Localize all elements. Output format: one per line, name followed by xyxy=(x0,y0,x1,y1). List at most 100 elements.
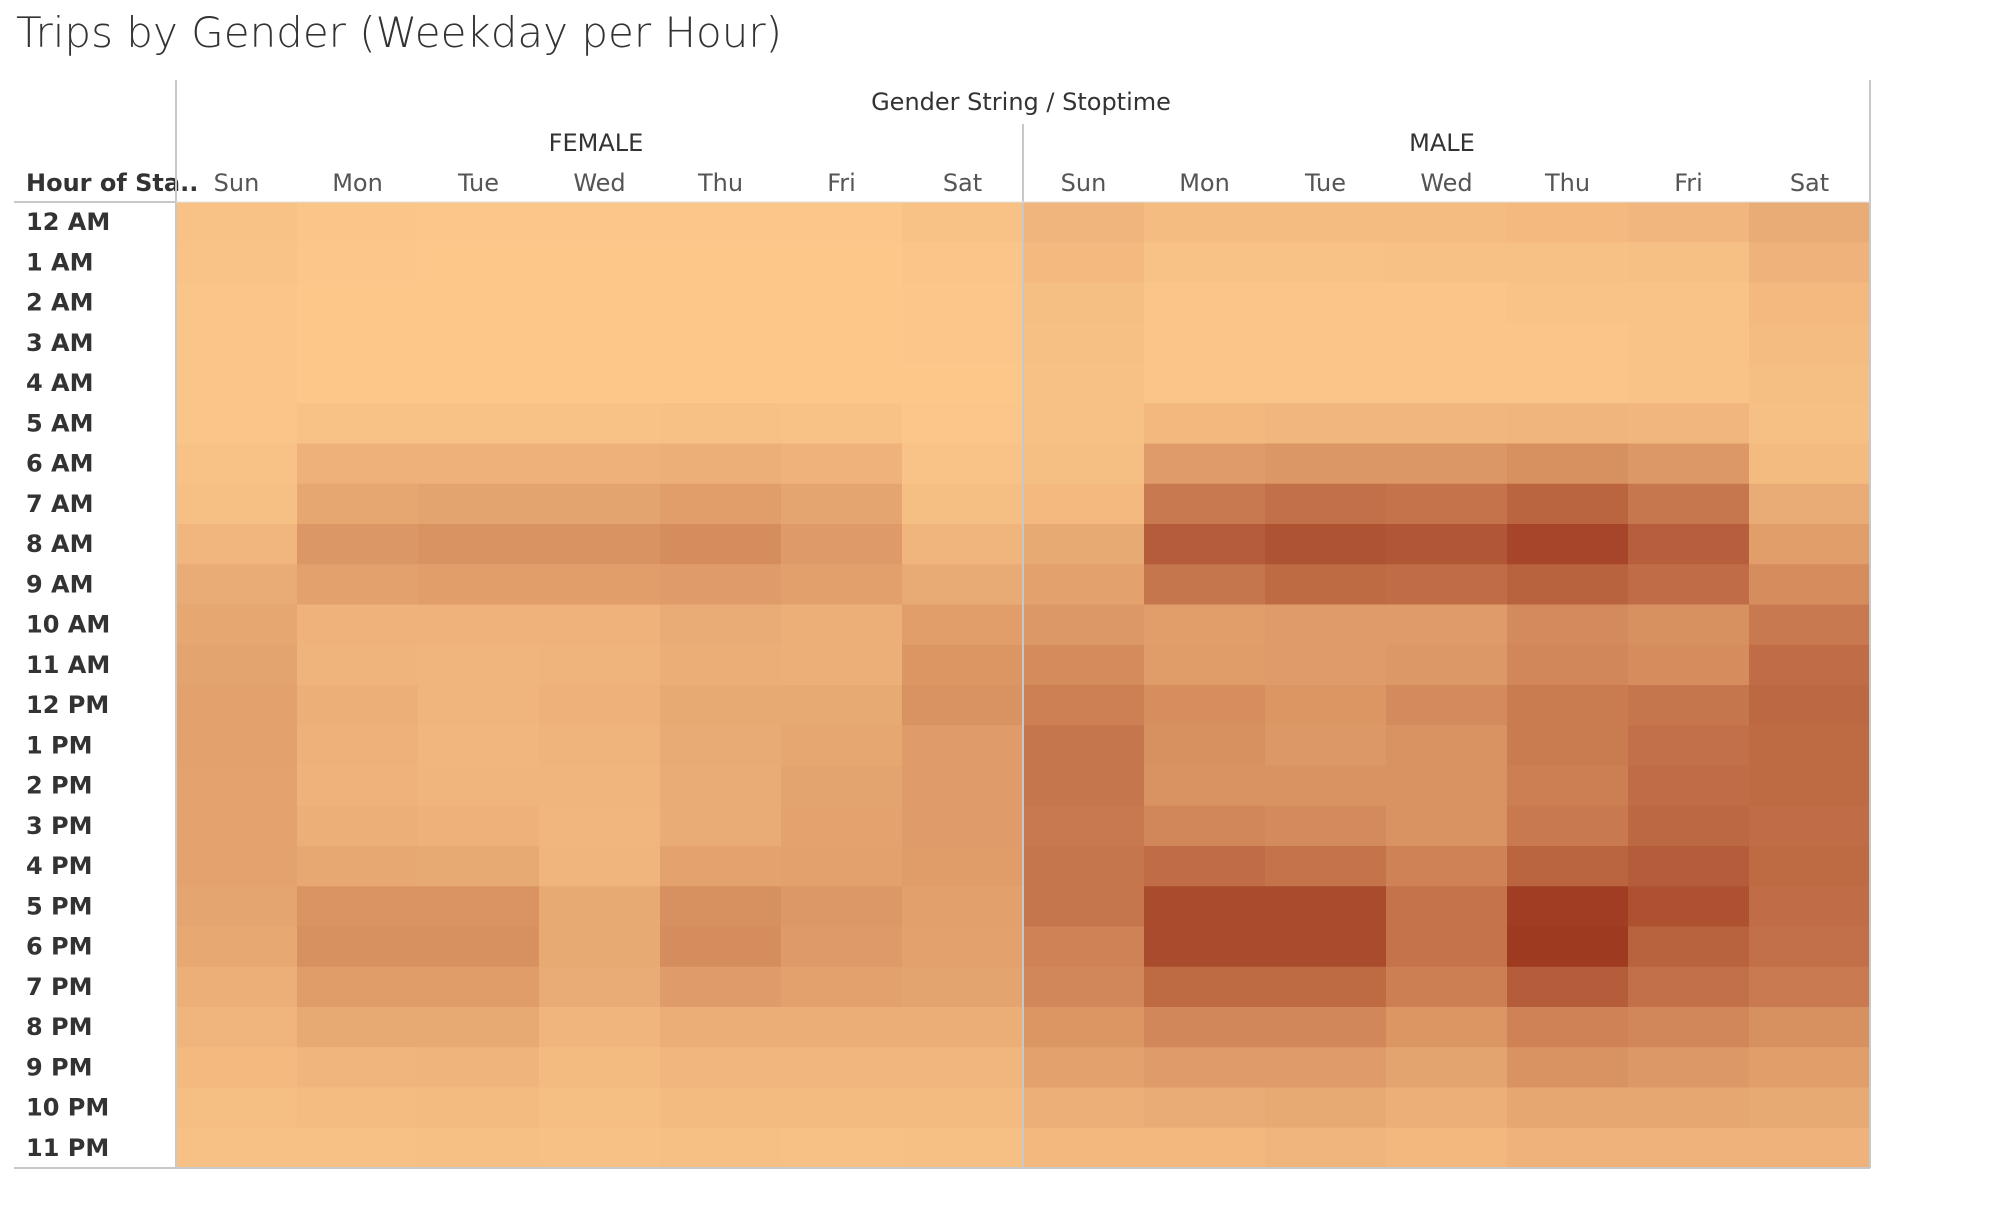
cell-female-sun-20 xyxy=(176,1007,298,1048)
cell-female-mon-4 xyxy=(297,363,419,404)
cell-female-fri-18 xyxy=(781,926,903,968)
cell-female-sat-9 xyxy=(902,564,1024,605)
cell-female-wed-17 xyxy=(539,886,661,927)
cell-male-fri-2 xyxy=(1628,282,1750,324)
hour-label: 11 PM xyxy=(26,1134,109,1162)
cell-male-fri-14 xyxy=(1628,765,1750,807)
cell-male-wed-13 xyxy=(1386,725,1508,766)
cell-female-fri-17 xyxy=(781,886,903,927)
cell-female-thu-17 xyxy=(660,886,782,927)
cell-female-thu-23 xyxy=(660,1127,782,1169)
cell-female-fri-10 xyxy=(781,604,903,646)
hour-label: 6 AM xyxy=(26,450,94,478)
cell-male-sat-5 xyxy=(1749,403,1871,444)
cell-female-wed-7 xyxy=(539,483,661,525)
cell-male-mon-23 xyxy=(1144,1127,1266,1169)
cell-female-sun-1 xyxy=(176,242,298,283)
cell-male-sun-15 xyxy=(1023,805,1145,847)
cell-female-sat-4 xyxy=(902,363,1024,404)
cell-female-fri-5 xyxy=(781,403,903,444)
hour-label: 9 PM xyxy=(26,1053,93,1081)
cell-male-sat-19 xyxy=(1749,966,1871,1008)
cell-female-sun-11 xyxy=(176,644,298,686)
cell-male-sat-18 xyxy=(1749,926,1871,968)
cell-female-fri-7 xyxy=(781,483,903,525)
cell-male-mon-11 xyxy=(1144,644,1266,686)
cell-male-tue-23 xyxy=(1265,1127,1387,1169)
cell-male-sat-22 xyxy=(1749,1087,1871,1129)
cell-male-sat-1 xyxy=(1749,242,1871,283)
cell-female-tue-15 xyxy=(418,805,540,847)
cell-female-mon-9 xyxy=(297,564,419,605)
hour-label: 12 PM xyxy=(26,691,109,719)
cell-male-sun-4 xyxy=(1023,363,1145,404)
cell-female-tue-6 xyxy=(418,443,540,485)
cell-female-fri-19 xyxy=(781,966,903,1008)
cell-male-mon-10 xyxy=(1144,604,1266,646)
cell-female-wed-13 xyxy=(539,725,661,766)
hour-label: 4 AM xyxy=(26,369,94,397)
cell-male-sun-17 xyxy=(1023,886,1145,927)
row-header: Hour of Sta.. xyxy=(26,169,198,197)
cell-male-thu-1 xyxy=(1507,242,1629,283)
cell-male-wed-7 xyxy=(1386,483,1508,525)
cell-male-thu-22 xyxy=(1507,1087,1629,1129)
cell-male-thu-23 xyxy=(1507,1127,1629,1169)
cell-male-tue-8 xyxy=(1265,524,1387,565)
cell-male-sun-6 xyxy=(1023,443,1145,485)
cell-female-tue-14 xyxy=(418,765,540,807)
cell-male-fri-0 xyxy=(1628,202,1750,243)
column-header: Gender String / Stoptime xyxy=(871,88,1171,116)
cell-female-sun-12 xyxy=(176,685,298,726)
cell-male-mon-6 xyxy=(1144,443,1266,485)
cell-female-thu-18 xyxy=(660,926,782,968)
cell-male-mon-3 xyxy=(1144,322,1266,364)
cell-female-thu-8 xyxy=(660,524,782,565)
cell-female-sat-22 xyxy=(902,1087,1024,1129)
cell-female-sun-10 xyxy=(176,604,298,646)
cell-male-sat-4 xyxy=(1749,363,1871,404)
cell-male-tue-6 xyxy=(1265,443,1387,485)
hour-label: 6 PM xyxy=(26,933,93,961)
cell-male-tue-13 xyxy=(1265,725,1387,766)
cell-female-wed-5 xyxy=(539,403,661,444)
cell-female-thu-6 xyxy=(660,443,782,485)
cell-female-tue-3 xyxy=(418,322,540,364)
cell-male-mon-16 xyxy=(1144,846,1266,887)
cell-male-sun-18 xyxy=(1023,926,1145,968)
cell-male-wed-8 xyxy=(1386,524,1508,565)
cell-male-thu-17 xyxy=(1507,886,1629,927)
cell-female-sat-16 xyxy=(902,846,1024,887)
hour-label: 8 PM xyxy=(26,1013,93,1041)
cell-male-mon-2 xyxy=(1144,282,1266,324)
cell-male-sun-9 xyxy=(1023,564,1145,605)
cell-female-fri-0 xyxy=(781,202,903,243)
cell-female-tue-16 xyxy=(418,846,540,887)
cell-female-mon-22 xyxy=(297,1087,419,1129)
cell-female-fri-14 xyxy=(781,765,903,807)
cell-female-sat-6 xyxy=(902,443,1024,485)
cell-male-sun-13 xyxy=(1023,725,1145,766)
cell-male-wed-11 xyxy=(1386,644,1508,686)
cell-male-mon-21 xyxy=(1144,1047,1266,1088)
cell-male-mon-0 xyxy=(1144,202,1266,243)
cell-male-fri-21 xyxy=(1628,1047,1750,1088)
cell-male-sun-7 xyxy=(1023,483,1145,525)
cell-male-fri-19 xyxy=(1628,966,1750,1008)
cell-male-fri-8 xyxy=(1628,524,1750,565)
cell-female-thu-10 xyxy=(660,604,782,646)
cell-male-sun-12 xyxy=(1023,685,1145,726)
cell-female-tue-18 xyxy=(418,926,540,968)
cell-female-sun-22 xyxy=(176,1087,298,1129)
cell-male-wed-23 xyxy=(1386,1127,1508,1169)
hour-label: 3 PM xyxy=(26,812,93,840)
cell-male-mon-15 xyxy=(1144,805,1266,847)
cell-female-wed-2 xyxy=(539,282,661,324)
cell-male-thu-12 xyxy=(1507,685,1629,726)
hour-label: 8 AM xyxy=(26,530,94,558)
cell-male-mon-20 xyxy=(1144,1007,1266,1048)
cell-female-sun-19 xyxy=(176,966,298,1008)
cell-male-fri-12 xyxy=(1628,685,1750,726)
cell-male-thu-18 xyxy=(1507,926,1629,968)
day-label-female-sat: Sat xyxy=(943,169,982,197)
